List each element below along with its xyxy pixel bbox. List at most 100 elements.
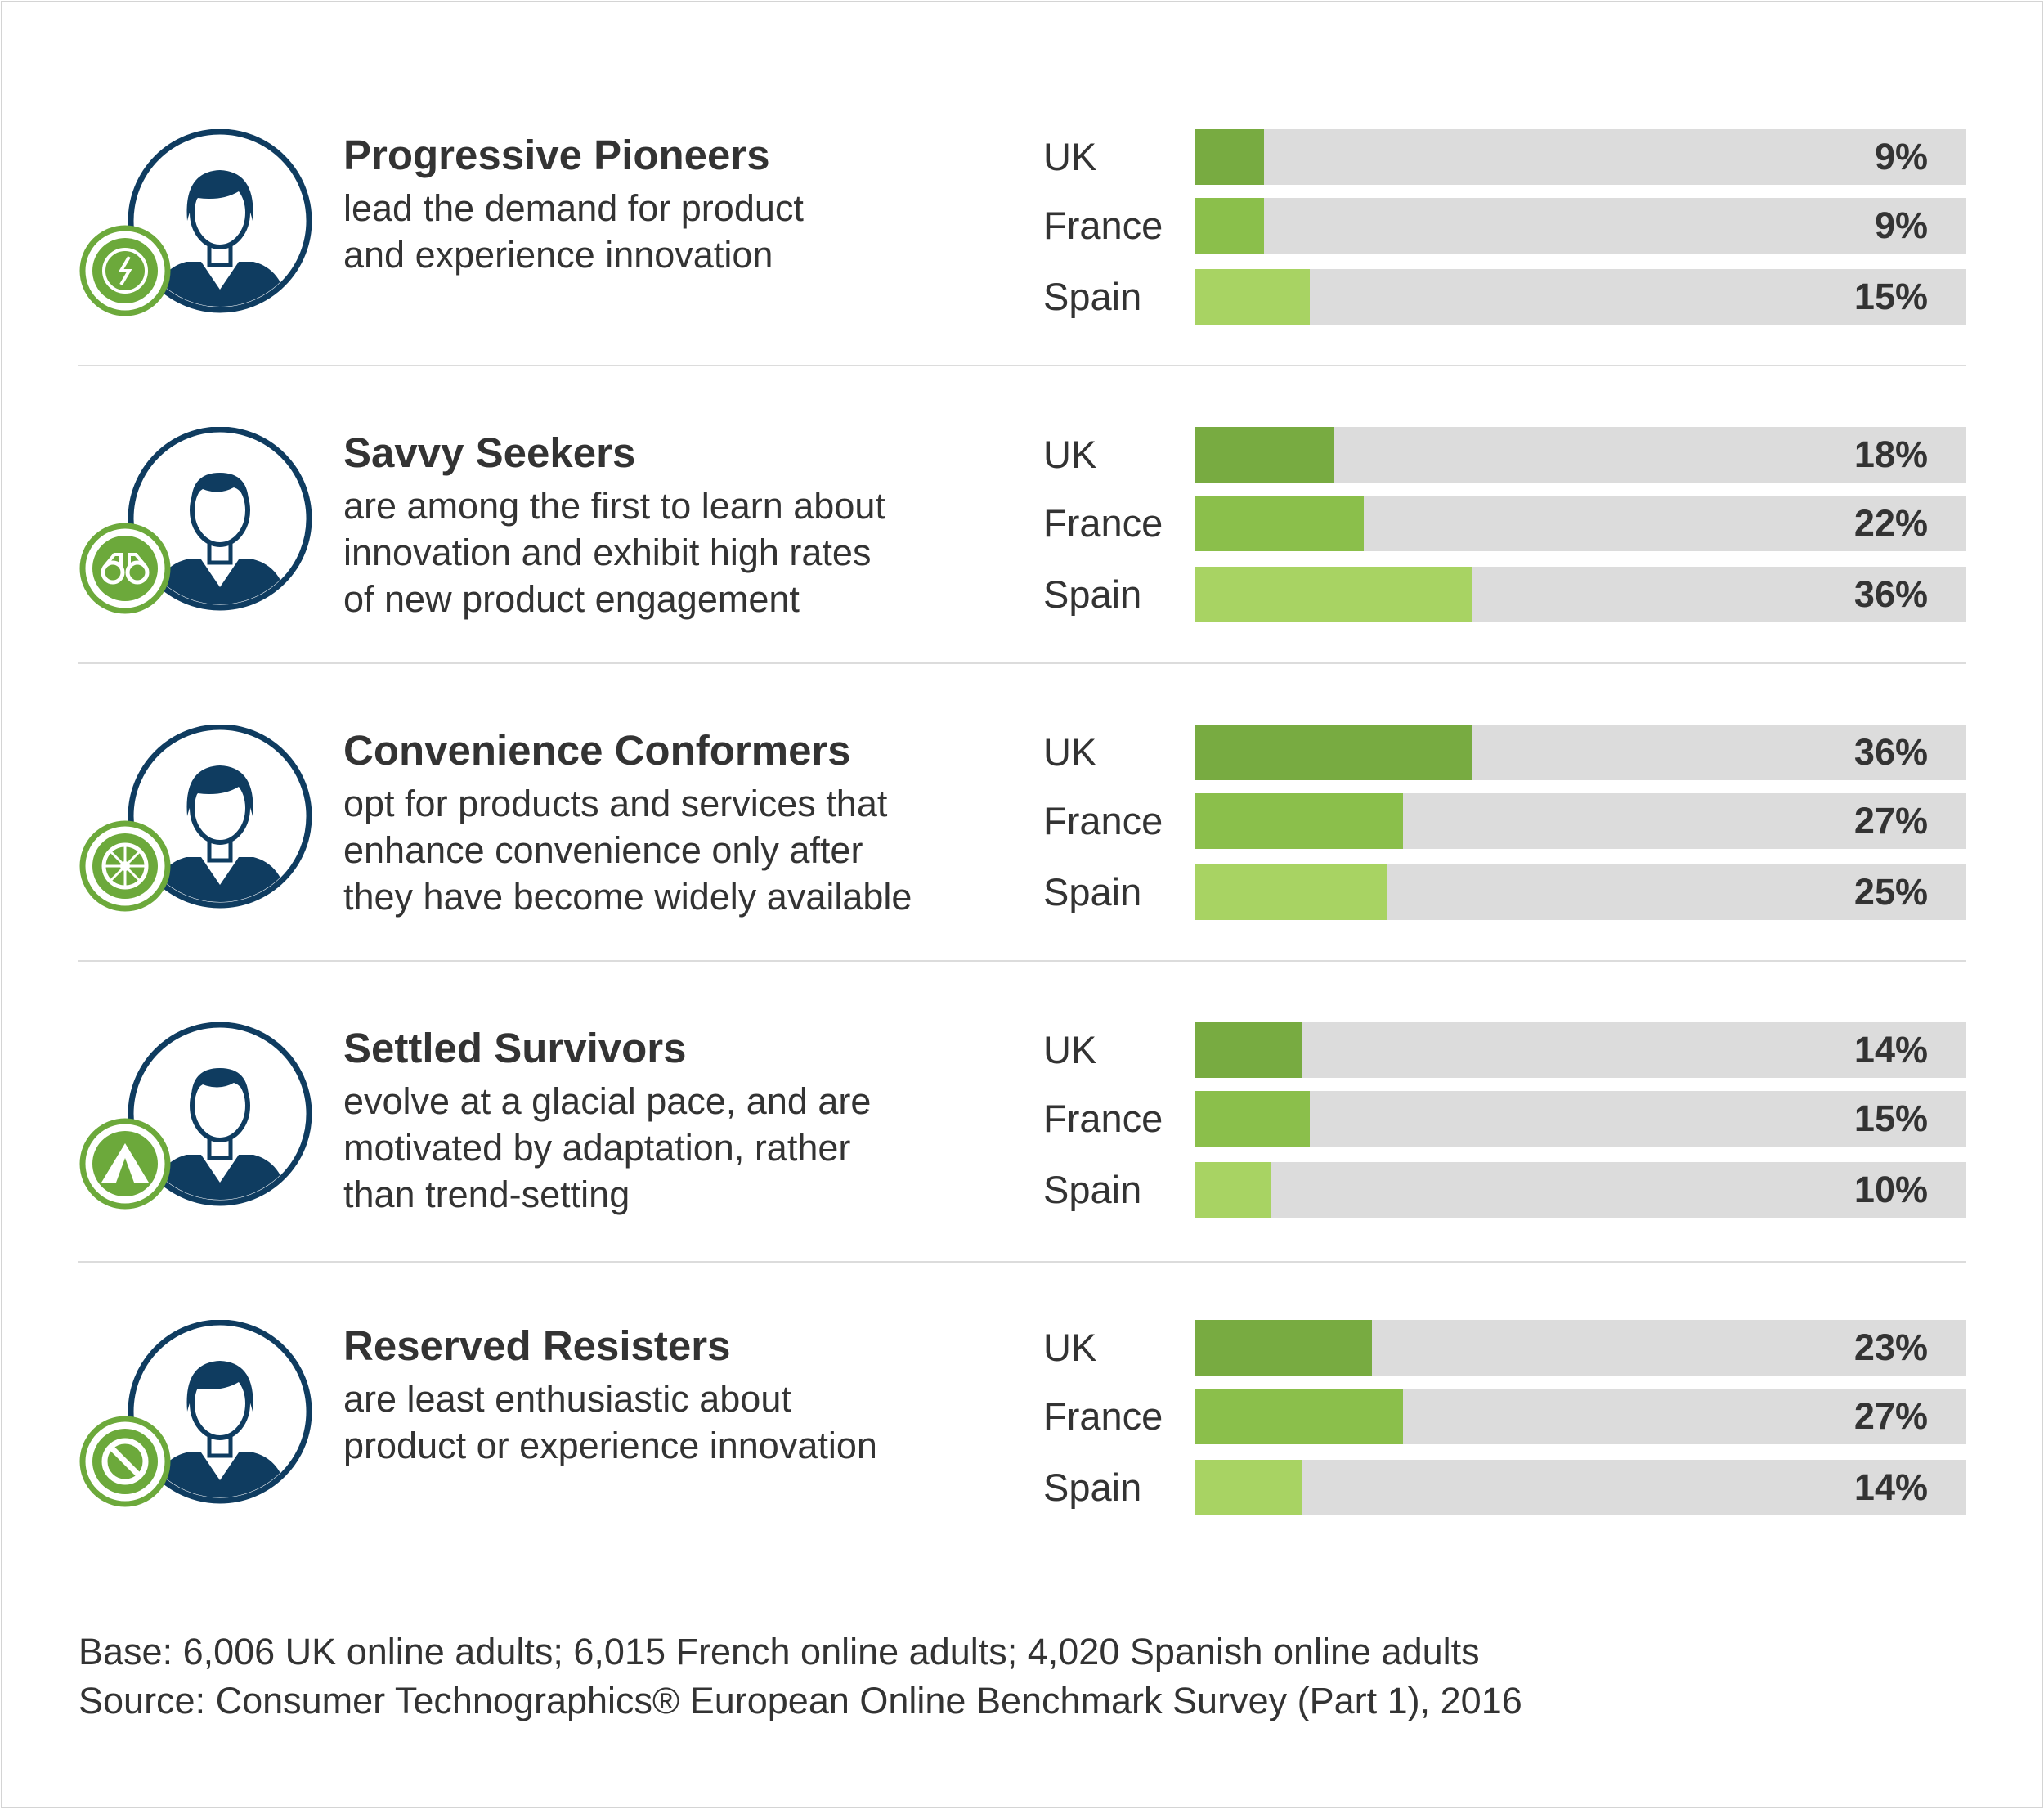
country-label: Spain <box>1043 1466 1142 1509</box>
segment-description-line: enhance convenience only after <box>343 829 863 871</box>
segment-description-line: evolve at a glacial pace, and are <box>343 1080 872 1122</box>
segment-description-line: motivated by adaptation, rather <box>343 1127 851 1169</box>
binoculars-icon <box>79 523 171 614</box>
segment-settled-survivors: Settled Survivors evolve at a glacial pac… <box>78 1022 1966 1321</box>
segment-description: are least enthusiastic about product or e… <box>343 1376 989 1469</box>
bar-track: 15% <box>1195 1091 1966 1147</box>
bar-track: 9% <box>1195 129 1966 185</box>
bar-uk <box>1195 1320 1372 1376</box>
segment-avatar <box>78 1320 316 1516</box>
bar-row-spain: Spain 36% <box>1043 567 1966 622</box>
bar-spain <box>1195 567 1472 622</box>
segment-description-line: than trend-setting <box>343 1174 630 1215</box>
country-label: UK <box>1043 433 1097 476</box>
segment-divider <box>78 662 1966 664</box>
segment-description-line: are least enthusiastic about <box>343 1378 791 1420</box>
bar-row-france: France 15% <box>1043 1091 1966 1147</box>
bar-row-spain: Spain 10% <box>1043 1162 1966 1218</box>
bar-spain <box>1195 1162 1271 1218</box>
woman-avatar-icon <box>128 1320 312 1504</box>
segment-description: lead the demand for product and experienc… <box>343 185 989 278</box>
bar-track: 25% <box>1195 864 1966 920</box>
segment-divider <box>78 960 1966 962</box>
segment-convenience-conformers: Convenience Conformers opt for products a… <box>78 725 1966 1023</box>
bar-uk <box>1195 129 1264 185</box>
bar-track: 15% <box>1195 269 1966 325</box>
country-label: Spain <box>1043 275 1142 318</box>
bar-row-spain: Spain 15% <box>1043 269 1966 325</box>
bar-row-france: France 22% <box>1043 496 1966 551</box>
bar-value-label: 15% <box>1853 1098 1928 1139</box>
segment-avatar <box>78 427 316 623</box>
footer-source: Source: Consumer Technographics® Europea… <box>78 1680 1522 1721</box>
bar-value-label: 15% <box>1853 276 1928 317</box>
bar-value-label: 18% <box>1853 433 1928 475</box>
bar-france <box>1195 793 1403 849</box>
bar-value-label: 25% <box>1853 871 1928 913</box>
man-avatar-icon <box>128 1022 312 1206</box>
segment-divider <box>78 1261 1966 1263</box>
bar-value-label: 14% <box>1853 1029 1928 1071</box>
bar-value-label: 27% <box>1853 1395 1928 1437</box>
bar-row-uk: UK 36% <box>1043 725 1966 780</box>
bar-value-label: 14% <box>1853 1466 1928 1508</box>
bar-track: 22% <box>1195 496 1966 551</box>
bar-france <box>1195 496 1364 551</box>
segment-description-line: product or experience innovation <box>343 1425 877 1466</box>
country-label: France <box>1043 1097 1163 1140</box>
segment-description-line: are among the first to learn about <box>343 485 885 527</box>
segment-description-line: innovation and exhibit high rates <box>343 532 872 573</box>
segment-description-line: opt for products and services that <box>343 783 888 824</box>
bar-row-uk: UK 23% <box>1043 1320 1966 1376</box>
country-label: France <box>1043 1394 1163 1438</box>
footer: Base: 6,006 UK online adults; 6,015 Fren… <box>78 1627 1522 1726</box>
bar-row-uk: UK 18% <box>1043 427 1966 483</box>
segment-avatar <box>78 725 316 921</box>
country-label: UK <box>1043 1326 1097 1369</box>
bar-value-label: 10% <box>1853 1169 1928 1210</box>
bar-track: 18% <box>1195 427 1966 483</box>
bar-row-uk: UK 9% <box>1043 129 1966 185</box>
bar-track: 10% <box>1195 1162 1966 1218</box>
bar-value-label: 9% <box>1874 136 1928 177</box>
segment-progressive-pioneers: Progressive Pioneers lead the demand for … <box>78 129 1966 428</box>
segment-savvy-seekers: Savvy Seekers are among the first to lear… <box>78 427 1966 725</box>
segment-description-line: lead the demand for product <box>343 187 804 229</box>
bar-value-label: 36% <box>1853 731 1928 773</box>
bar-france <box>1195 1091 1310 1147</box>
segment-description-line: they have become widely available <box>343 876 912 918</box>
woman-avatar-icon <box>128 129 312 313</box>
segment-title: Savvy Seekers <box>343 429 636 476</box>
country-label: France <box>1043 799 1163 842</box>
bar-track: 9% <box>1195 198 1966 254</box>
bar-value-label: 27% <box>1853 800 1928 842</box>
segment-description: opt for products and services that enhanc… <box>343 780 989 920</box>
bar-row-france: France 9% <box>1043 198 1966 254</box>
bar-track: 23% <box>1195 1320 1966 1376</box>
bar-value-label: 36% <box>1853 573 1928 615</box>
bar-uk <box>1195 725 1472 780</box>
bar-track: 27% <box>1195 1389 1966 1444</box>
bar-row-uk: UK 14% <box>1043 1022 1966 1078</box>
bar-spain <box>1195 1460 1302 1515</box>
segment-reserved-resisters: Reserved Resisters are least enthusiastic… <box>78 1320 1966 1618</box>
bar-france <box>1195 1389 1403 1444</box>
segment-avatar <box>78 1022 316 1219</box>
country-label: Spain <box>1043 572 1142 616</box>
segment-title: Reserved Resisters <box>343 1322 731 1369</box>
segment-divider <box>78 365 1966 366</box>
footer-base: Base: 6,006 UK online adults; 6,015 Fren… <box>78 1631 1480 1672</box>
bar-spain <box>1195 864 1387 920</box>
woman-avatar-icon <box>128 725 312 909</box>
bar-row-france: France 27% <box>1043 793 1966 849</box>
bar-track: 27% <box>1195 793 1966 849</box>
country-label: France <box>1043 204 1163 247</box>
country-label: Spain <box>1043 1168 1142 1211</box>
bar-track: 36% <box>1195 567 1966 622</box>
bar-row-spain: Spain 14% <box>1043 1460 1966 1515</box>
segment-title: Settled Survivors <box>343 1025 687 1071</box>
segment-avatar <box>78 129 316 325</box>
bar-france <box>1195 198 1264 254</box>
bar-value-label: 9% <box>1874 204 1928 246</box>
